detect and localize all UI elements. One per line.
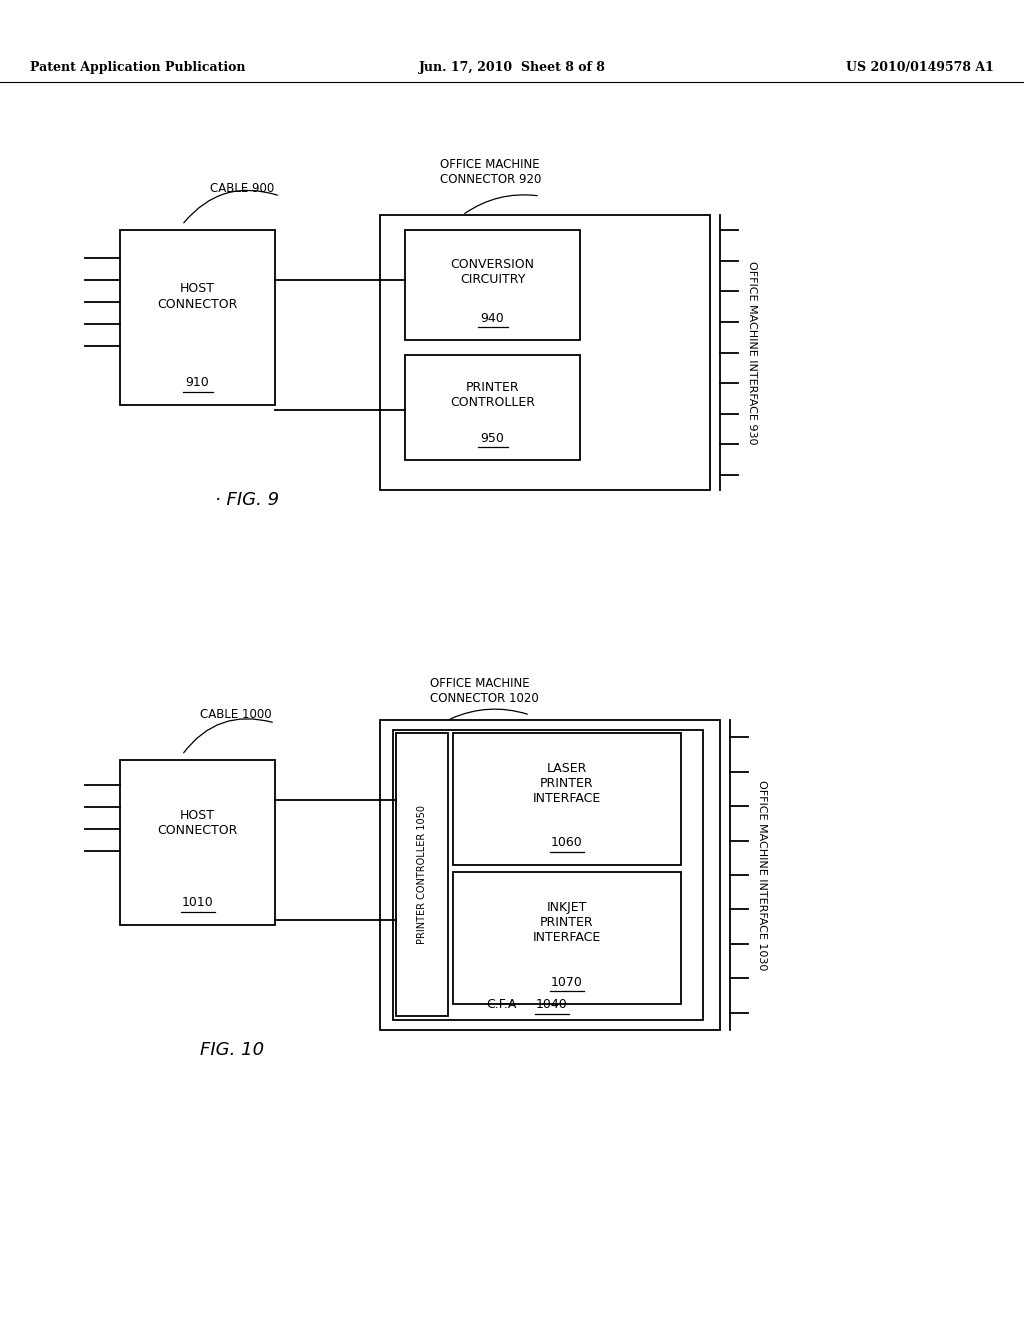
Text: CABLE 1000: CABLE 1000 [200, 709, 271, 722]
Bar [453, 873, 681, 1005]
Text: OFFICE MACHINE
CONNECTOR 920: OFFICE MACHINE CONNECTOR 920 [440, 158, 542, 186]
Text: CABLE 900: CABLE 900 [210, 181, 274, 194]
Bar [120, 230, 275, 405]
Text: 1060: 1060 [551, 837, 583, 850]
Bar [380, 215, 710, 490]
Text: PRINTER CONTROLLER 1050: PRINTER CONTROLLER 1050 [417, 805, 427, 944]
Text: OFFICE MACHINE INTERFACE 930: OFFICE MACHINE INTERFACE 930 [746, 261, 757, 445]
Text: 950: 950 [480, 432, 505, 445]
Text: 1010: 1010 [181, 896, 213, 909]
Bar [406, 355, 580, 459]
Bar [453, 733, 681, 865]
Text: 1070: 1070 [551, 975, 583, 989]
Text: 1040: 1040 [536, 998, 567, 1011]
Text: HOST
CONNECTOR: HOST CONNECTOR [158, 282, 238, 310]
Text: LASER
PRINTER
INTERFACE: LASER PRINTER INTERFACE [532, 762, 601, 805]
Text: HOST
CONNECTOR: HOST CONNECTOR [158, 809, 238, 837]
Text: OFFICE MACHINE
CONNECTOR 1020: OFFICE MACHINE CONNECTOR 1020 [430, 677, 539, 705]
Bar [120, 760, 275, 925]
Bar [396, 733, 449, 1016]
Text: CONVERSION
CIRCUITRY: CONVERSION CIRCUITRY [451, 257, 535, 286]
Text: US 2010/0149578 A1: US 2010/0149578 A1 [846, 62, 994, 74]
Text: FIG. 10: FIG. 10 [200, 1041, 264, 1059]
Text: C.F.A: C.F.A [486, 998, 517, 1011]
Text: · FIG. 9: · FIG. 9 [215, 491, 280, 510]
Text: 910: 910 [185, 376, 209, 389]
Bar [393, 730, 703, 1020]
Bar [380, 719, 720, 1030]
Text: INKJET
PRINTER
INTERFACE: INKJET PRINTER INTERFACE [532, 900, 601, 944]
Text: OFFICE MACHINE INTERFACE 1030: OFFICE MACHINE INTERFACE 1030 [757, 780, 767, 970]
Text: Patent Application Publication: Patent Application Publication [30, 62, 246, 74]
Text: Jun. 17, 2010  Sheet 8 of 8: Jun. 17, 2010 Sheet 8 of 8 [419, 62, 605, 74]
Text: PRINTER
CONTROLLER: PRINTER CONTROLLER [450, 381, 535, 409]
Bar [406, 230, 580, 341]
Text: 940: 940 [480, 312, 505, 325]
